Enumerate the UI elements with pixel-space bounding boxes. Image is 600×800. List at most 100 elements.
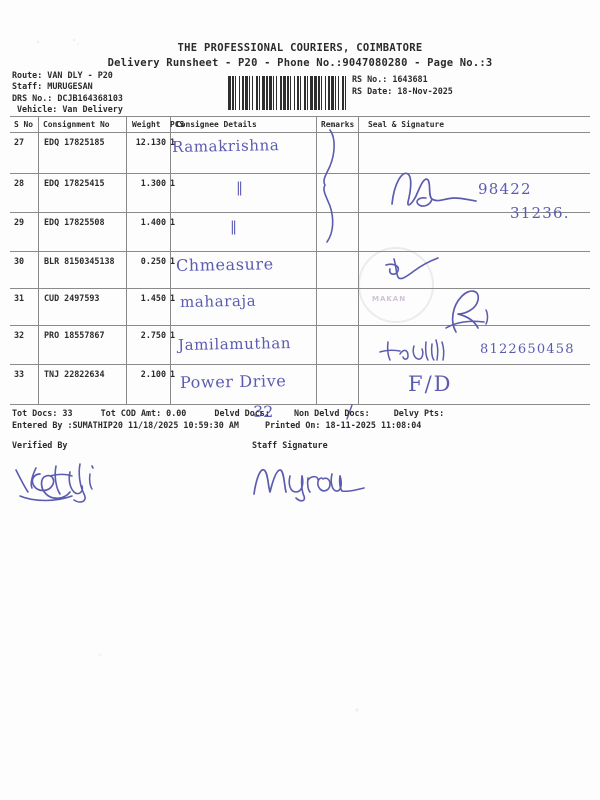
staff-line: Staff: MURUGESAN (12, 81, 93, 92)
staff-signature-label: Staff Signature (252, 440, 328, 450)
table-column-divider (170, 116, 171, 404)
table-cell-pcs: 1 (170, 330, 176, 340)
verified-by-signature (15, 463, 94, 503)
table-cell-pcs: 1 (170, 137, 176, 147)
tot-docs: Tot Docs: 33 (12, 408, 73, 418)
entered-by: Entered By :SUMATHIP20 11/18/2025 10:59:… (12, 420, 239, 430)
table-cell-weight: 1.450 (140, 293, 166, 303)
delvd-docs: Delvd Docs: (214, 408, 270, 418)
table-cell-pcs: 1 (170, 369, 176, 379)
table-cell-pcs: 1 (170, 293, 176, 303)
table-column-divider (316, 116, 317, 404)
table-cell-s-no: 30 (14, 256, 25, 266)
table-cell-weight: 12.130 (135, 137, 166, 147)
table-cell-consignment-no: EDQ 17825415 (44, 178, 105, 188)
handwritten-phone-1: 98422 (478, 180, 532, 198)
table-cell-consignment-no: CUD 2497593 (44, 293, 100, 303)
footer-audit-line: Entered By :SUMATHIP20 11/18/2025 10:59:… (12, 419, 444, 431)
handwritten-consignee-name: maharaja (179, 291, 257, 311)
table-rule (10, 173, 590, 174)
handwritten-signature-row31 (445, 290, 489, 333)
table-rule (10, 288, 590, 289)
table-rule (10, 325, 590, 326)
scan-artifact (30, 36, 100, 48)
document-subtitle: Delivery Runsheet - P20 - Phone No.:9047… (107, 57, 493, 69)
table-cell-pcs: 1 (170, 256, 176, 266)
staff-signature (253, 469, 365, 502)
handwritten-consignee-name: Ramakrishna (171, 136, 280, 156)
table-cell-s-no: 29 (14, 217, 25, 227)
rubber-stamp-text: MAKAN (372, 295, 407, 303)
table-cell-weight: 2.750 (140, 330, 166, 340)
table-cell-weight: 2.100 (140, 369, 166, 379)
table-cell-s-no: 32 (14, 330, 25, 340)
table-cell-s-no: 31 (14, 293, 25, 303)
handwritten-phone-2: 31236. (510, 204, 570, 222)
non-delvd-docs: Non Delvd Docs: (293, 408, 370, 418)
table-cell-consignment-no: TNJ 22822634 (44, 369, 105, 379)
scan-artifact (95, 650, 155, 660)
handwritten-signature-row30 (385, 257, 439, 280)
handwritten-consignee-name: ‖ (230, 219, 238, 235)
table-rule (10, 212, 590, 213)
table-rule (10, 364, 590, 365)
runsheet-meta-right: RS No.: 1643681 RS Date: 18-Nov-2025 (352, 74, 453, 97)
handwritten-phone-3: 8122650458 (480, 342, 575, 357)
table-cell-weight: 0.250 (140, 256, 166, 266)
handwritten-fd-mark: F/D (408, 372, 453, 396)
handwritten-consignee-name: Jamilamuthan (177, 334, 292, 354)
table-cell-consignment-no: EDQ 17825508 (44, 217, 105, 227)
handwritten-signature-row28 (391, 172, 477, 207)
table-rule (10, 404, 590, 405)
runsheet-meta-left: Route: VAN DLY - P20 Staff: MURUGESAN DR… (12, 70, 123, 115)
table-cell-s-no: 33 (14, 369, 25, 379)
table-cell-pcs: 1 (170, 178, 176, 188)
handwritten-signature-row32 (379, 339, 445, 361)
route-line: Route: VAN DLY - P20 (12, 70, 113, 80)
table-rule (10, 132, 590, 133)
footer-totals-line: Tot Docs: 33 Tot COD Amt: 0.00 Delvd Doc… (12, 407, 444, 419)
tot-cod-amt: Tot COD Amt: 0.00 (100, 408, 187, 418)
table-cell-weight: 1.300 (140, 178, 166, 188)
table-rule (10, 251, 590, 252)
rs-date-line: RS Date: 18-Nov-2025 (352, 85, 453, 96)
table-header-consignee-details: Consignee Details (176, 120, 257, 129)
scan-artifact (352, 705, 372, 715)
handwritten-slash-non-delvd (346, 404, 353, 420)
table-cell-consignment-no: EDQ 17825185 (44, 137, 105, 147)
table-cell-pcs: 1 (170, 217, 176, 227)
table-column-divider (38, 116, 39, 404)
table-column-divider (358, 116, 359, 404)
rubber-stamp (358, 247, 434, 323)
table-rule (10, 116, 590, 118)
handwritten-brace (323, 129, 335, 243)
drs-no-line: DRS No.: DCJB164368103 (12, 92, 123, 103)
handwritten-consignee-name: Chmeasure (175, 254, 274, 275)
vehicle-line: Vehicle: Van Delivery (17, 103, 123, 114)
runsheet-footer: Tot Docs: 33 Tot COD Amt: 0.00 Delvd Doc… (12, 407, 444, 431)
handwritten-consignee-name: ‖ (236, 180, 244, 196)
table-header-remarks: Remarks (321, 120, 355, 129)
table-header-weight: Weight (132, 120, 161, 129)
runsheet-table: S No Consignment No Weight PCS Consignee Det… (10, 116, 590, 405)
table-header-seal-signature: Seal & Signature (368, 120, 445, 129)
barcode (228, 76, 348, 110)
handwritten-consignee-name: Power Drive (179, 371, 287, 392)
rs-no-line: RS No.: 1643681 (352, 74, 428, 84)
printed-on: Printed On: 18-11-2025 11:08:04 (265, 420, 422, 430)
delvy-pts: Delvy Pts: (393, 408, 445, 418)
table-column-divider (126, 116, 127, 404)
table-cell-consignment-no: BLR 8150345138 (44, 256, 115, 266)
table-cell-s-no: 27 (14, 137, 25, 147)
table-header-consignment-no: Consignment No (43, 120, 110, 129)
table-cell-weight: 1.400 (140, 217, 166, 227)
table-cell-s-no: 28 (14, 178, 25, 188)
table-cell-consignment-no: PRO 18557867 (44, 330, 105, 340)
company-title: THE PROFESSIONAL COURIERS, COIMBATORE (177, 42, 423, 54)
table-header-s-no: S No (14, 120, 34, 129)
table-header-pcs: PCS (170, 120, 185, 129)
handwritten-delvd-docs-value: 32 (253, 402, 274, 421)
document-header: THE PROFESSIONAL COURIERS, COIMBATORE De… (0, 42, 600, 69)
verified-by-label: Verified By (12, 440, 68, 450)
